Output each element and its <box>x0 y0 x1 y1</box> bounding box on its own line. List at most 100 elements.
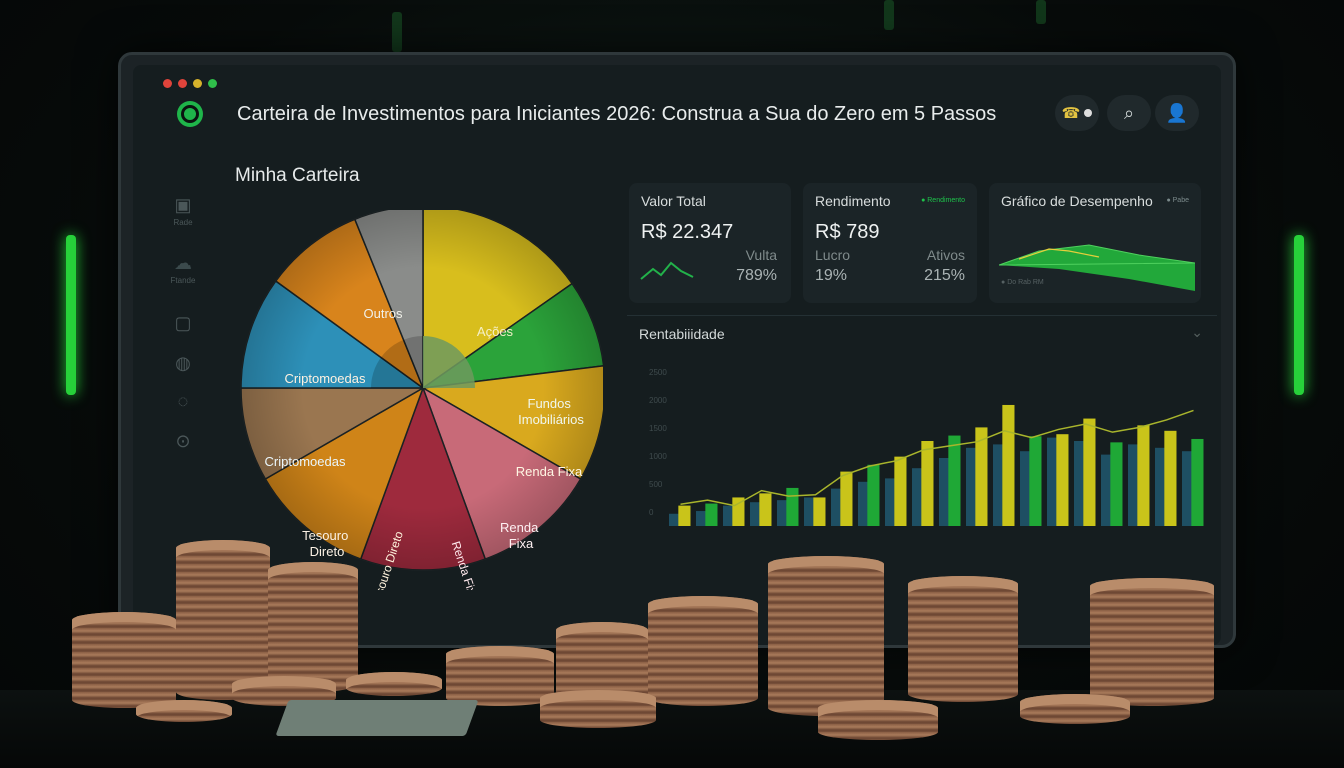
user-icon: 👤 <box>1165 102 1189 123</box>
chart-bar-secondary <box>1074 441 1086 526</box>
y-tick: 1500 <box>649 424 667 433</box>
chart-bar <box>921 441 934 526</box>
chart-bar <box>1056 434 1069 526</box>
lucro-label: Lucro <box>815 247 851 263</box>
chevron-down-icon[interactable]: ⌄ <box>1191 324 1203 340</box>
sidebar-item-cloud[interactable]: ☁ Ftande <box>163 253 203 285</box>
chart-bar-secondary <box>696 511 708 526</box>
card-rendimento[interactable]: Rendimento ● Rendimento R$ 789 Lucro 19%… <box>803 183 977 303</box>
slice-label-tesouro-2: Tesouro Direto <box>302 528 352 559</box>
slice-label-tesouro-2-line1: Tesouro <box>302 528 348 543</box>
y-tick: 2500 <box>649 368 667 377</box>
performance-area-chart <box>999 244 1195 291</box>
sub-label: Vulta <box>745 247 777 263</box>
chart-bar-secondary <box>831 488 843 526</box>
slice-label-acoes: Ações <box>477 324 514 339</box>
coin-stack <box>556 622 648 702</box>
pie-svg: Outros Ações Fundos Imobiliários Renda F… <box>240 205 606 608</box>
coin-stack <box>648 596 758 706</box>
chart-bar <box>705 503 718 526</box>
app-logo[interactable] <box>177 101 203 127</box>
coin-stack <box>1020 694 1130 724</box>
chart-bar <box>1191 438 1204 526</box>
user-button[interactable]: 👤 <box>1155 95 1199 131</box>
chart-bar <box>1029 436 1042 526</box>
phone-toggle-button[interactable]: ☎ <box>1055 95 1099 131</box>
sidebar-item-label: Rade <box>173 218 193 227</box>
folder-icon: ▢ <box>174 313 192 333</box>
chart-bar <box>894 456 907 526</box>
coin-stack <box>540 690 656 728</box>
chart-bar <box>1110 442 1123 526</box>
chart-bar-secondary <box>993 444 1005 526</box>
monitor: Carteira de Investimentos para Iniciante… <box>118 52 1236 648</box>
card-grafico-desempenho[interactable]: Gráfico de Desempenho ● Pabe ● Do Rab RM <box>989 183 1201 303</box>
chart-bar <box>975 427 988 526</box>
dashboard-screen: Carteira de Investimentos para Iniciante… <box>133 65 1221 645</box>
close-dot[interactable] <box>163 79 172 88</box>
zoom-dot[interactable] <box>193 79 202 88</box>
background-streak <box>1036 0 1046 24</box>
lucro-value: 19% <box>815 267 848 284</box>
coin-stack <box>268 562 358 692</box>
coin-stack <box>908 576 1018 702</box>
chart-bar-secondary <box>912 468 924 526</box>
slice-label-fundos-line1: Fundos <box>528 396 572 411</box>
chart-bar-secondary <box>885 478 897 526</box>
sidebar-item-wallet[interactable]: ▣ Rade <box>163 195 203 227</box>
rentabilidade-bar-chart <box>669 404 1204 526</box>
rendimento-value: R$ 789 <box>815 221 880 243</box>
chart-bar <box>1002 404 1015 526</box>
sidebar-item-label: Ftande <box>170 276 196 285</box>
slice-label-renda-fixa-2-line1: Renda <box>500 520 539 535</box>
banknote <box>275 700 479 736</box>
sidebar-item-chat[interactable]: ◌ <box>163 391 203 412</box>
coin-stack <box>768 556 884 716</box>
background-streak <box>884 0 894 30</box>
chart-bar-secondary <box>750 502 762 526</box>
chart-trend-line <box>680 409 1194 507</box>
fullscreen-dot[interactable] <box>208 79 217 88</box>
wallet-icon: ▣ <box>174 195 192 215</box>
chart-bar <box>867 464 880 526</box>
grafico-legend: ● Do Rab RM <box>1001 279 1044 286</box>
coin-stack <box>72 612 176 708</box>
phone-toggle-icon: ☎ <box>1061 105 1081 122</box>
y-tick: 0 <box>649 508 654 517</box>
chart-bar <box>786 487 799 526</box>
settings-icon: ⊙ <box>175 431 191 451</box>
chart-bar-secondary <box>1128 444 1140 526</box>
sparkline-icon <box>640 261 694 280</box>
chart-bar-secondary <box>777 500 789 526</box>
window-controls <box>163 79 217 88</box>
chart-bar <box>678 505 691 526</box>
chart-bar <box>1164 430 1177 526</box>
card-title: Valor Total <box>641 193 706 209</box>
card-valor-total[interactable]: Valor Total R$ 22.347 Vulta 789% <box>629 183 791 303</box>
right-glow-bar <box>1294 235 1304 395</box>
y-tick: 2000 <box>649 396 667 405</box>
chart-bar-secondary <box>966 447 978 526</box>
search-button[interactable]: ⌕ <box>1107 95 1151 131</box>
sidebar-item-globe[interactable]: ◍ <box>163 353 203 374</box>
total-value: R$ 22.347 <box>641 221 734 243</box>
minimize-dot[interactable] <box>178 79 187 88</box>
chart-bar <box>948 435 961 526</box>
sidebar-item-settings[interactable]: ⊙ <box>163 431 203 452</box>
chart-bar-secondary <box>939 458 951 526</box>
chart-bar <box>840 471 853 526</box>
coin-stack <box>446 646 554 706</box>
portfolio-title: Minha Carteira <box>235 165 360 186</box>
coin-stack <box>176 540 270 700</box>
coin-stack <box>136 700 232 722</box>
grafico-badge: ● Pabe <box>1166 197 1189 204</box>
rentabilidade-panel: Rentabiiidade ⌄ 2500 2000 1500 1000 500 … <box>627 315 1217 645</box>
sidebar-item-folder[interactable]: ▢ <box>163 313 203 334</box>
background-streak <box>392 12 402 52</box>
slice-label-tesouro-2-line2: Direto <box>310 544 345 559</box>
slice-label-renda-fixa-1: Renda Fixa <box>516 464 583 479</box>
card-title: Rendimento <box>815 193 891 209</box>
chart-bar-secondary <box>1182 451 1194 526</box>
chart-bar-secondary <box>723 505 735 526</box>
coin-stack <box>818 700 938 740</box>
